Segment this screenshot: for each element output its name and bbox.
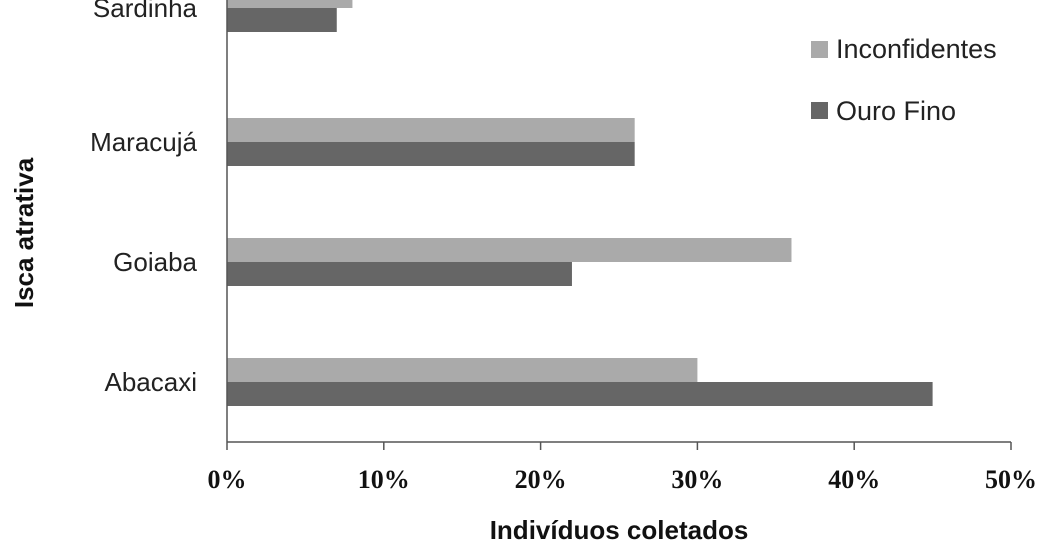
x-axis-title: Indivíduos coletados [490, 515, 749, 544]
x-tick-label-30: 30% [671, 465, 723, 494]
legend-label-inconfidentes: Inconfidentes [836, 34, 997, 64]
bars-group [227, 0, 933, 406]
bar-abacaxi-inconfidentes [227, 358, 698, 382]
x-tick-label-50: 50% [985, 465, 1037, 494]
legend-swatch-ouro-fino [811, 102, 828, 119]
x-ticks-group: 0% 10% 20% 30% 40% 50% [208, 442, 1037, 494]
x-tick-label-0: 0% [208, 465, 247, 494]
x-tick-label-10: 10% [358, 465, 410, 494]
bar-sardinha-ouro-fino [227, 8, 337, 32]
bar-maracuja-ouro-fino [227, 142, 635, 166]
bar-maracuja-inconfidentes [227, 118, 635, 142]
category-labels-group: Sardinha Maracujá Goiaba Abacaxi [90, 0, 197, 397]
legend-label-ouro-fino: Ouro Fino [836, 96, 956, 126]
category-label-maracuja: Maracujá [90, 127, 197, 157]
bar-goiaba-inconfidentes [227, 238, 792, 262]
category-label-goiaba: Goiaba [113, 247, 197, 277]
legend: Inconfidentes Ouro Fino [811, 34, 997, 126]
legend-swatch-inconfidentes [811, 41, 828, 58]
x-tick-label-40: 40% [828, 465, 880, 494]
x-tick-label-20: 20% [515, 465, 567, 494]
y-axis-title: Isca atrativa [9, 157, 39, 308]
bar-sardinha-inconfidentes [227, 0, 353, 8]
bar-abacaxi-ouro-fino [227, 382, 933, 406]
category-label-sardinha: Sardinha [93, 0, 198, 23]
bar-goiaba-ouro-fino [227, 262, 572, 286]
category-label-abacaxi: Abacaxi [105, 367, 198, 397]
